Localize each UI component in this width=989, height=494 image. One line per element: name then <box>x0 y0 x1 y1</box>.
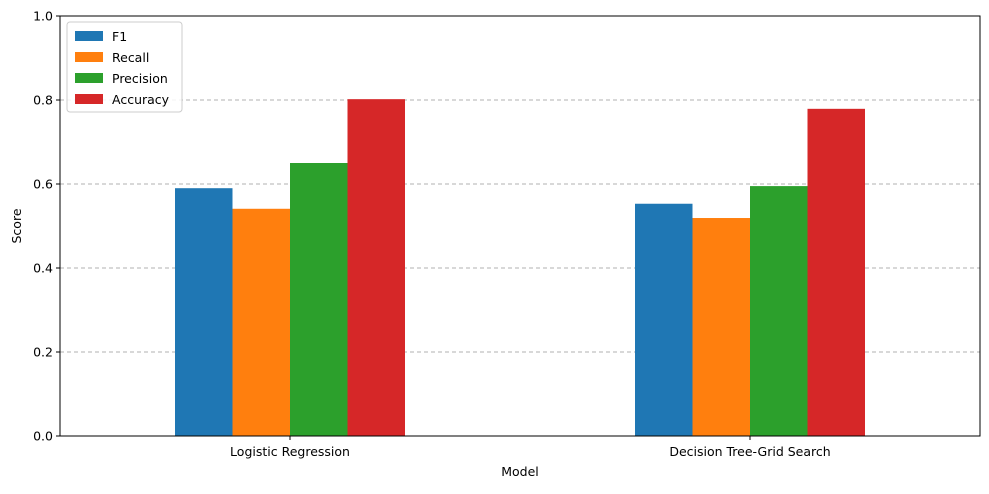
y-tick-label: 0.2 <box>33 345 53 360</box>
bar-recall-0 <box>232 208 290 436</box>
y-tick-label: 0.8 <box>33 93 53 108</box>
y-tick-label: 0.0 <box>33 429 53 444</box>
legend-swatch-f1 <box>75 31 103 41</box>
bar-precision-0 <box>290 163 348 436</box>
bar-accuracy-0 <box>347 99 405 436</box>
bar-f1-1 <box>635 203 693 436</box>
legend-swatch-recall <box>75 52 103 62</box>
bar-precision-1 <box>750 186 808 436</box>
bar-accuracy-1 <box>807 108 865 436</box>
x-tick-label: Decision Tree-Grid Search <box>669 444 830 459</box>
y-tick-label: 1.0 <box>33 9 53 24</box>
x-axis: Logistic Regression Decision Tree-Grid Se… <box>230 436 831 459</box>
plot-frame <box>59 15 981 437</box>
y-axis-title: Score <box>9 208 24 243</box>
legend-label-recall: Recall <box>112 50 149 65</box>
y-axis: 0.0 0.2 0.4 0.6 0.8 1.0 <box>33 9 60 444</box>
legend-label-accuracy: Accuracy <box>112 92 170 107</box>
legend-swatch-accuracy <box>75 94 103 104</box>
legend-box <box>66 21 183 113</box>
x-tick-label: Logistic Regression <box>230 444 350 459</box>
legend-swatch-precision <box>75 73 103 83</box>
bars <box>175 99 865 436</box>
bar-f1-0 <box>175 188 233 436</box>
x-axis-title: Model <box>501 464 539 479</box>
legend-label-precision: Precision <box>112 71 168 86</box>
legend: F1 Recall Precision Accuracy <box>66 21 183 113</box>
legend-label-f1: F1 <box>112 29 127 44</box>
y-tick-label: 0.6 <box>33 177 53 192</box>
bar-recall-1 <box>692 218 750 436</box>
y-tick-label: 0.4 <box>33 261 53 276</box>
